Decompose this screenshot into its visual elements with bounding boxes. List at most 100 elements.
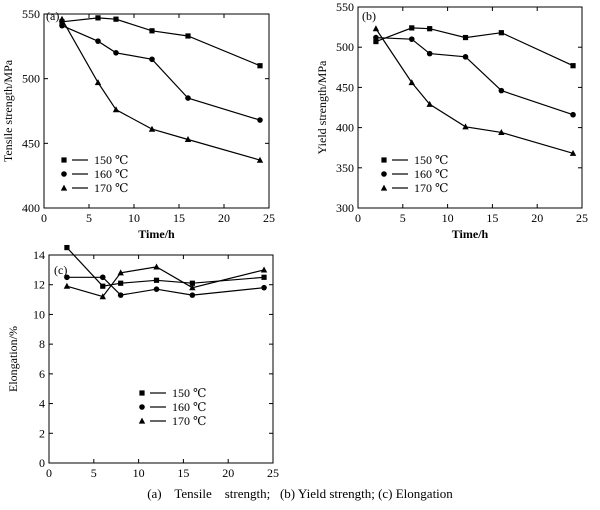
data-point	[63, 282, 71, 289]
y-axis-label: Elongation/%	[6, 326, 20, 392]
x-tick-label: 15	[173, 211, 185, 225]
panel-label: (c)	[54, 263, 67, 277]
y-tick-label: 2	[39, 426, 45, 440]
data-point	[409, 25, 415, 31]
data-point	[261, 274, 267, 280]
x-tick-label: 0	[46, 466, 52, 480]
y-tick-label: 500	[22, 72, 40, 86]
series-line	[61, 18, 261, 161]
data-point	[261, 284, 267, 291]
x-tick-label: 20	[222, 466, 234, 480]
y-tick-label: 350	[336, 161, 354, 175]
data-point	[95, 38, 101, 44]
data-point	[373, 38, 379, 45]
y-tick-label: 450	[22, 136, 40, 150]
legend-marker	[381, 171, 387, 177]
data-point	[462, 34, 469, 41]
x-tick-label: 25	[267, 466, 279, 480]
series-line	[61, 25, 261, 121]
data-point	[257, 117, 263, 123]
x-tick-label: 5	[91, 466, 97, 480]
x-tick-label: 10	[133, 466, 145, 480]
legend-label: 160 ℃	[172, 400, 206, 414]
y-tick-label: 500	[336, 40, 354, 54]
legend-label: 150 ℃	[172, 386, 206, 400]
y-tick-label: 14	[33, 248, 45, 262]
legend-marker	[139, 404, 145, 410]
data-point	[148, 125, 156, 132]
x-tick-label: 0	[355, 211, 361, 225]
legend-marker	[61, 157, 67, 163]
series-triangle	[63, 263, 268, 300]
legend-entry: 170 ℃	[138, 414, 206, 428]
data-point	[408, 36, 415, 42]
legend-label: 150 ℃	[94, 153, 128, 167]
y-tick-label: 550	[336, 0, 354, 14]
legend-entry: 160 ℃	[61, 167, 128, 181]
plot-frame	[43, 13, 270, 209]
data-point	[64, 274, 70, 281]
y-tick-label: 8	[39, 337, 45, 351]
legend-marker	[380, 184, 388, 191]
series-triangle	[372, 25, 577, 156]
data-point	[189, 280, 195, 286]
legend-entry: 160 ℃	[381, 167, 448, 181]
data-point	[260, 266, 268, 273]
x-tick-label: 15	[486, 211, 498, 225]
y-tick-label: 10	[33, 307, 45, 321]
x-tick-label: 20	[531, 211, 543, 225]
chart-panel-b: 0 5 10 15 20 25 300 350 400 450 500 550 Time/h Yield …	[315, 0, 588, 241]
y-axis-label: Yield strength/MPa	[315, 60, 329, 154]
y-tick-label: 400	[22, 201, 40, 215]
chart-panel-a: 0 5 10 15 20 25 400 450 500 550 Time/h Tensile stre…	[1, 7, 275, 241]
data-point	[117, 292, 124, 298]
data-point	[153, 277, 160, 283]
figure-caption: (a) Tensile strength; (b) Yield strength…	[147, 486, 453, 501]
data-point	[372, 25, 380, 32]
data-point	[569, 149, 577, 156]
chart-panel-c: 0 5 10 15 20 25 0 2 4 6 8 10 12 14 Time/h Elongation/% (…	[6, 244, 279, 496]
y-tick-label: 4	[39, 397, 45, 411]
data-point	[189, 284, 196, 291]
data-point	[498, 30, 504, 36]
y-axis-label: Tensile strength/MPa	[1, 59, 15, 162]
legend-entry: 150 ℃	[381, 153, 448, 167]
legend-entry: 150 ℃	[139, 386, 206, 400]
data-point	[498, 87, 505, 94]
series-triangle	[58, 15, 264, 163]
data-point	[94, 79, 102, 86]
y-tick-label: 550	[22, 7, 40, 21]
data-point	[462, 123, 469, 130]
data-point	[100, 283, 106, 289]
data-point	[58, 15, 66, 22]
legend-label: 170 ℃	[94, 181, 128, 195]
data-point	[59, 22, 65, 29]
x-axis-label: Time/h	[452, 227, 489, 241]
legend-marker	[139, 390, 145, 396]
y-tick-label: 0	[39, 456, 45, 470]
x-axis-label: Time/h	[143, 482, 180, 485]
data-point	[498, 129, 505, 136]
x-tick-label: 15	[177, 466, 189, 480]
legend-marker	[60, 184, 68, 191]
series-line	[375, 28, 574, 154]
x-tick-label: 5	[400, 211, 406, 225]
legend-marker	[138, 417, 146, 424]
series-circle	[64, 274, 267, 298]
legend-entry: 170 ℃	[60, 181, 128, 195]
data-point	[189, 292, 196, 298]
panel-label: (b)	[362, 9, 376, 23]
series-square	[373, 25, 576, 69]
data-point	[426, 50, 433, 57]
series-square	[59, 15, 263, 69]
series-square	[64, 244, 267, 289]
data-point	[427, 26, 433, 32]
data-point	[185, 33, 191, 39]
y-tick-label: 400	[336, 121, 354, 135]
data-point	[117, 269, 124, 276]
series-line	[66, 276, 265, 296]
data-point	[570, 111, 576, 118]
data-point	[95, 15, 101, 21]
legend-marker	[381, 157, 387, 163]
series-line	[375, 37, 574, 116]
